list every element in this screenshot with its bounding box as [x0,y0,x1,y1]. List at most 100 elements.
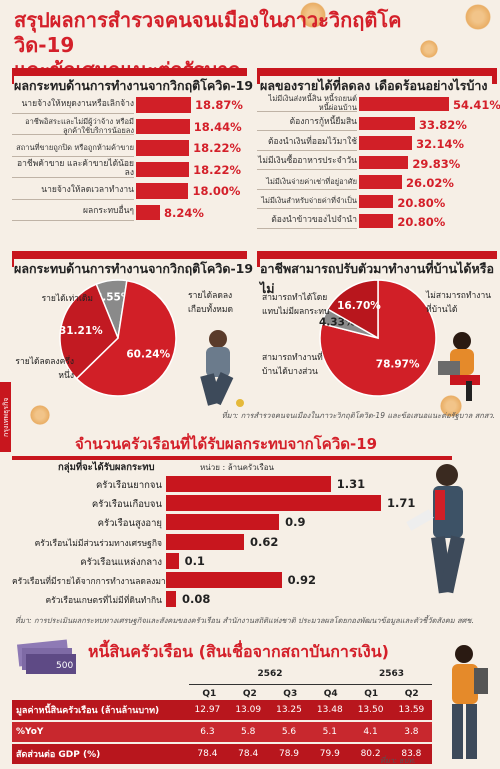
hbar [166,591,177,608]
virus-icon [30,405,50,425]
table-cell: 13.09 [235,705,262,715]
bar-label: ไม่มีเงินซื้ออาหารประจำวัน [257,155,357,170]
bar [136,161,190,177]
pie-work-from-home: 78.97%4.33%16.70% [319,279,437,397]
table-cell: 78.4 [238,749,259,759]
bar-label: ไม่มีเงินจ่ายค่าเช่าที่อยู่อาศัย [257,174,357,190]
year-header: 2563 [350,664,432,685]
pie1-label-half: รายได้ลดลงครึ่งหนึ่ง [15,357,74,381]
virus-icon [440,395,462,417]
table-cell: 79.9 [319,749,340,759]
bar-value: 18.87% [195,98,243,112]
hbar-value: 0.1 [184,553,205,568]
hbar-value: 1.31 [336,477,366,491]
table-cell: 12.97 [194,705,221,715]
table-cell: 5.6 [281,727,297,737]
pie2-label-no-impact: สามารถทำได้โดยแทบไม่มีผลกระทบ [262,293,330,317]
table-row: 2562 2563 [12,664,432,685]
hbar-label: ครัวเรือนแหล่งกลาง [80,556,162,568]
bar-value: 18.22% [193,162,241,177]
bar-label: สถานที่ขายถูกปิด หรือถูกห้ามค้าขาย [12,139,134,157]
income-effect-chart: ไม่มีเงินส่งหนี้สิน หนี้รถยนต์ หนี้ผ่อนบ… [257,94,500,246]
quarter-header: Q3 [283,689,298,700]
table-cell: 78.4 [197,749,218,759]
households-unit: หน่วย : ล้านครัวเรือน [200,463,275,472]
bar-label: ต้องนำเงินที่ออมไว้มาใช้ [257,135,357,151]
table-cell: 4.1 [363,727,378,737]
households-chart: ครัวเรือนยากจน 1.31 ครัวเรือนเกือบจน 1.71 คร… [12,476,416,611]
pie-value-label: 60.24% [126,349,170,361]
bar [136,118,190,134]
bar-value: 8.24% [164,205,204,220]
row-label: %YoY [16,727,44,737]
section-band [12,456,452,460]
row-label: มูลค่าหนี้สินครัวเรือน (ล้านล้านบาท) [16,706,160,716]
quarter-header: Q2 [242,689,257,700]
year-header: 2562 [189,664,351,685]
bar [136,183,189,199]
pie-slice [75,279,177,397]
bar [359,214,394,228]
bar-label: ต้องการกู้หนี้ยืมสิน [257,116,357,131]
hbar [166,552,179,569]
businessman-illustration [406,464,465,594]
survey-source: ที่มา: การสำรวจคนจนเมืองในภาวะวิกฤติโควิ… [221,411,495,420]
table-row: สัดส่วนต่อ GDP (%) 78.4 78.4 78.9 79.9 80.2 83… [12,744,432,764]
debt-title-sub: (สินเชื่อจากสถาบันการเงิน) [198,642,389,661]
row-label: สัดส่วนต่อ GDP (%) [16,750,101,760]
bar [136,140,190,156]
hbar-label: ครัวเรือนเกษตรที่ไม่มีที่ดินทำกิน [45,596,162,607]
backpack-man-illustration [452,645,488,759]
bar [359,155,409,169]
households-title: จำนวนครัวเรือนที่ได้รับผลกระทบจากโควิด-1… [75,435,378,453]
bar [136,204,161,220]
hbar [166,533,244,550]
table-cell: 13.25 [276,705,302,715]
bar [359,97,449,111]
pie-slice [326,279,379,340]
table-cell: 13.59 [398,705,425,715]
title-line1: สรุปผลการสำรวจคนจนเมืองในภาวะวิกฤติโควิด… [14,8,402,57]
bar-value: 29.83% [412,156,461,171]
table-cell: 5.8 [241,727,256,737]
hbar-value: 0.92 [287,573,317,587]
hbar-value: 1.71 [387,496,416,511]
money-label: 500 [56,661,73,671]
hbar [166,476,331,492]
bar-value: 32.14% [416,137,465,151]
quarter-header: Q2 [404,689,419,700]
households-xlabel: กลุ่มที่จะได้รับผลกระทบ [58,462,155,473]
pie-value-label: 8.55% [95,291,132,303]
hbar-value: 0.9 [285,515,306,530]
quarter-header: Q1 [364,689,379,700]
bar [359,116,415,130]
virus-icon [465,4,491,30]
table-cell: 78.9 [278,749,300,759]
laptop-woman-illustration [438,332,480,401]
bar-label: นายจ้างให้หยุดงานหรือเลิกจ้าง [12,96,134,114]
hbar [166,495,381,512]
bar-label: อาชีพค้าขาย และค้าขายได้น้อยลง [12,159,134,178]
bar-value: 20.80% [397,195,446,210]
bar [359,194,394,208]
bar [136,97,191,113]
hbar-label: ครัวเรือนสูงอายุ [97,518,162,530]
hbar-label: ครัวเรือนที่มีรายได้จากการทำงานลดลงมาก [12,577,171,587]
pie-value-label: 16.70% [337,300,381,312]
table-row: %YoY 6.3 5.8 5.6 5.1 4.1 3.8 [12,722,432,742]
hbar-label: ครัวเรือนยากจน [95,480,162,491]
chart1-title: ผลกระทบด้านการทำงานจากวิกฤติโควิด-19 [14,76,258,96]
bar-value: 20.80% [397,215,446,229]
bar-label: ไม่มีเงินส่งหนี้สิน หนี้รถยนต์ หนี้ผ่อนบ… [257,94,357,112]
chart2-title: ผลของรายได้ที่ลดลง เดือดร้อนอย่างไรบ้าง [260,76,492,96]
household-debt-table: 2562 2563 Q1 Q2 Q3 Q4 Q1 Q2 [12,664,432,704]
pie2-label-cannot: ไม่สามารถทำงานที่บ้านได้ [426,291,492,315]
bar [359,136,413,150]
pie1-label-almost-all: รายได้ลดลงเกือบทั้งหมด [188,291,234,315]
table-cell: 13.48 [316,705,343,715]
bar-value: 54.41% [453,98,500,112]
hbar [166,514,280,531]
bar-label: ไม่มีเงินสำหรับจ่ายค่าที่จำเป็น [257,194,357,209]
virus-icon [420,40,438,58]
bar [359,175,403,189]
